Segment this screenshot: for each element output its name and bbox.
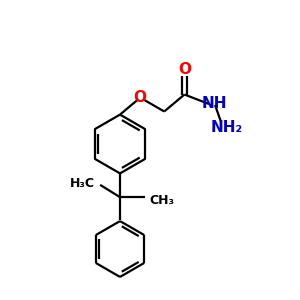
Text: NH₂: NH₂ [211, 120, 243, 135]
Text: NH: NH [201, 96, 227, 111]
Text: O: O [178, 62, 191, 77]
Text: H₃C: H₃C [70, 177, 95, 190]
Text: O: O [134, 90, 147, 105]
Text: CH₃: CH₃ [149, 194, 174, 207]
